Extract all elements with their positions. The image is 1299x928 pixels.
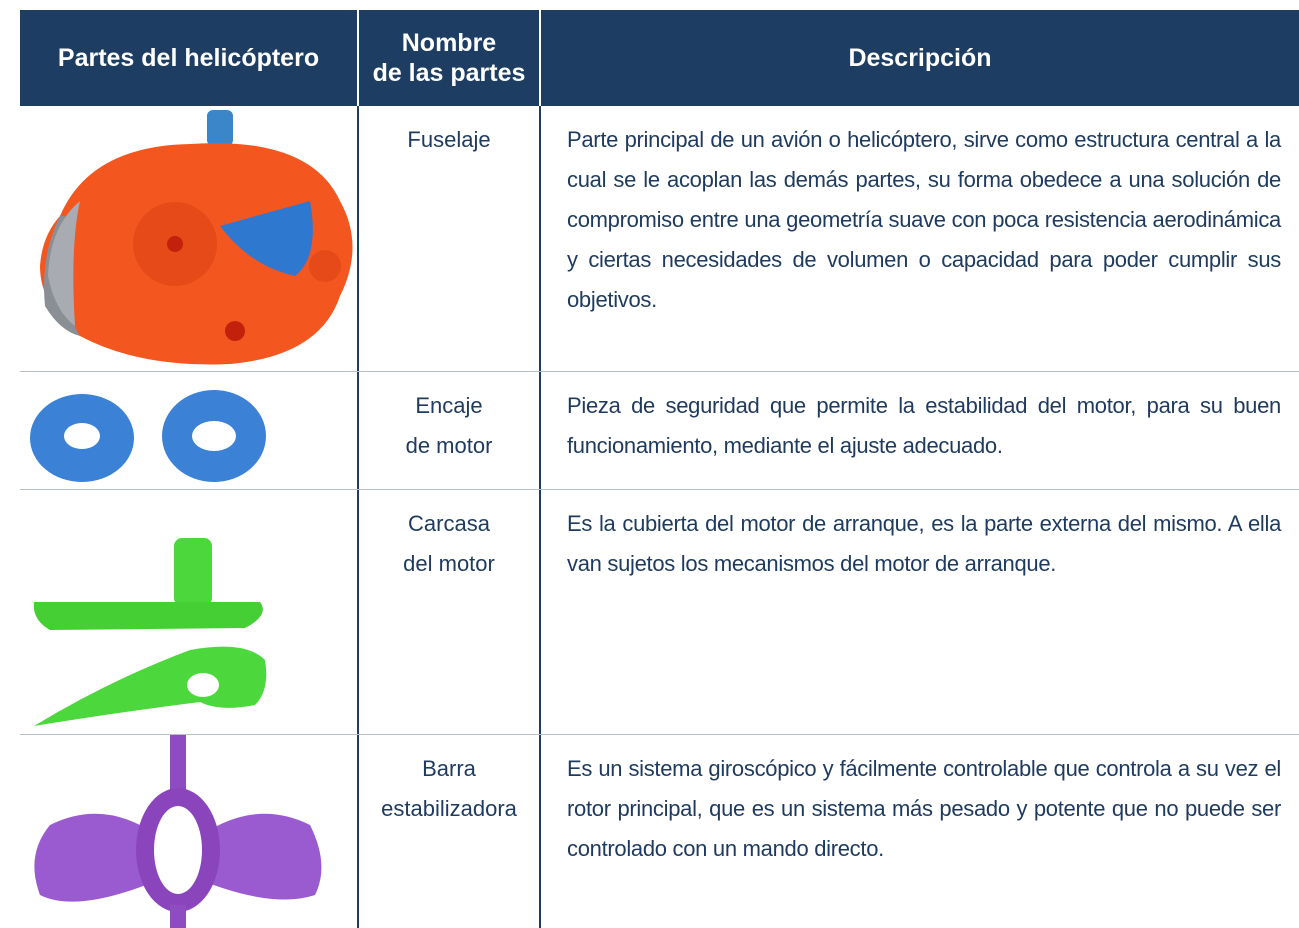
name-cell: Carcasa del motor: [357, 490, 541, 734]
table-row: Carcasa del motor Es la cubierta del moto…: [20, 490, 1299, 735]
header-cell: Partes del helicóptero: [20, 10, 357, 106]
part-name: del motor: [403, 551, 495, 576]
part-name: Barra: [422, 756, 476, 781]
part-name: de motor: [405, 433, 493, 458]
description-cell: Es un sistema giroscópico y fácilmente c…: [541, 735, 1299, 928]
table-row: Barra estabilizadora Es un sistema girosc…: [20, 735, 1299, 928]
parts-table: Partes del helicóptero Nombre de las part…: [20, 10, 1299, 928]
header-row: Partes del helicóptero Nombre de las part…: [20, 10, 1299, 106]
part-description: Es la cubierta del motor de arranque, es…: [567, 511, 1281, 576]
stabilizer-bar-image: [34, 735, 322, 928]
name-cell: Barra estabilizadora: [357, 735, 541, 928]
part-name: Encaje: [415, 393, 483, 418]
image-cell: [20, 735, 357, 928]
table-row: Encaje de motor Pieza de seguridad que pe…: [20, 372, 1299, 490]
header-text: de las partes: [372, 59, 526, 87]
header-text: Partes del helicóptero: [57, 44, 320, 72]
description-cell: Es la cubierta del motor de arranque, es…: [541, 490, 1299, 734]
fuselage-image: [40, 110, 353, 365]
description-cell: Pieza de seguridad que permite la estabi…: [541, 372, 1299, 489]
image-cell: [20, 372, 357, 489]
image-cell: [20, 106, 357, 371]
header-text: Nombre: [401, 29, 497, 57]
part-name: Fuselaje: [407, 127, 491, 152]
header-text: Descripción: [848, 44, 992, 72]
image-cell: [20, 490, 357, 734]
name-cell: Encaje de motor: [357, 372, 541, 489]
motor-casing-image: [33, 538, 267, 726]
part-description: Es un sistema giroscópico y fácilmente c…: [567, 756, 1281, 861]
header-cell: Descripción: [541, 10, 1299, 106]
part-description: Pieza de seguridad que permite la estabi…: [567, 393, 1281, 458]
description-cell: Parte principal de un avión o helicópter…: [541, 106, 1299, 371]
header-cell: Nombre de las partes: [357, 10, 541, 106]
part-description: Parte principal de un avión o helicópter…: [567, 127, 1281, 312]
name-cell: Fuselaje: [357, 106, 541, 371]
table-row: Fuselaje Parte principal de un avión o h…: [20, 106, 1299, 372]
part-name: estabilizadora: [381, 796, 517, 821]
part-name: Carcasa: [408, 511, 490, 536]
motor-mount-image: [30, 390, 266, 482]
